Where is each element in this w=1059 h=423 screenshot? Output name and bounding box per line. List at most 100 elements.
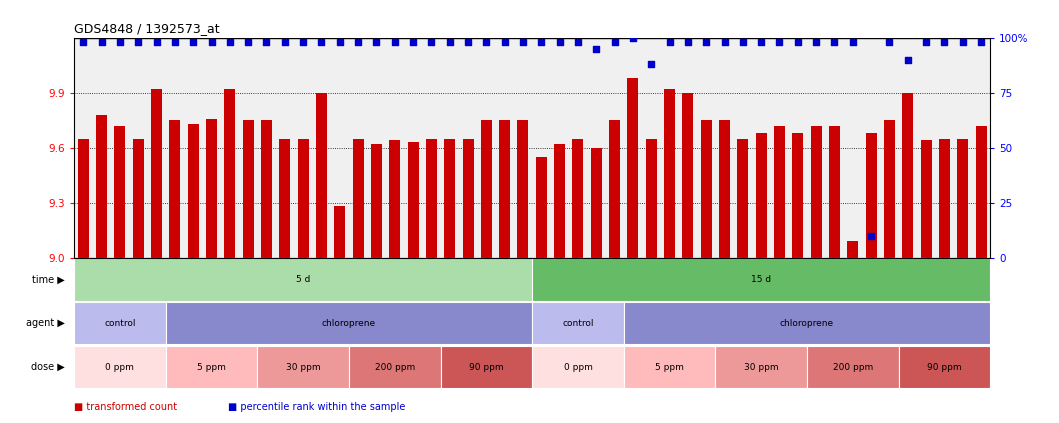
Bar	[74, 258, 533, 300]
Bar	[716, 346, 807, 388]
Point	[130, 39, 147, 46]
Point	[734, 39, 751, 46]
Point	[258, 39, 275, 46]
Bar	[441, 346, 533, 388]
Point	[936, 39, 953, 46]
Bar	[939, 139, 950, 258]
Bar	[151, 89, 162, 258]
Bar	[96, 115, 107, 258]
Bar	[829, 126, 840, 258]
Text: 5 d: 5 d	[295, 275, 310, 284]
Bar	[349, 346, 441, 388]
Bar	[865, 133, 877, 258]
Point	[331, 39, 348, 46]
Text: 0 ppm: 0 ppm	[106, 363, 134, 372]
Bar	[756, 133, 767, 258]
Bar	[884, 121, 895, 258]
Point	[899, 57, 916, 63]
Bar	[682, 93, 694, 258]
Point	[972, 39, 989, 46]
Point	[570, 39, 587, 46]
Point	[551, 39, 568, 46]
Bar	[408, 142, 418, 258]
Bar	[166, 346, 257, 388]
Bar	[132, 139, 144, 258]
Point	[367, 39, 384, 46]
Point	[203, 39, 220, 46]
Bar	[624, 346, 716, 388]
Point	[533, 39, 550, 46]
Bar	[207, 118, 217, 258]
Bar	[169, 121, 180, 258]
Text: 90 ppm: 90 ppm	[469, 363, 504, 372]
Point	[387, 39, 403, 46]
Text: 5 ppm: 5 ppm	[656, 363, 684, 372]
Bar	[74, 302, 166, 344]
Point	[917, 39, 934, 46]
Bar	[847, 241, 858, 258]
Point	[716, 39, 733, 46]
Text: 200 ppm: 200 ppm	[832, 363, 873, 372]
Bar	[792, 133, 804, 258]
Text: chloroprene: chloroprene	[779, 319, 834, 328]
Bar	[390, 140, 400, 258]
Bar	[499, 121, 510, 258]
Point	[497, 39, 514, 46]
Text: 15 d: 15 d	[751, 275, 771, 284]
Point	[661, 39, 678, 46]
Point	[239, 39, 256, 46]
Bar	[554, 144, 566, 258]
Text: 0 ppm: 0 ppm	[563, 363, 592, 372]
Bar	[807, 346, 899, 388]
Text: agent ▶: agent ▶	[26, 319, 65, 328]
Bar	[243, 121, 254, 258]
Point	[680, 39, 697, 46]
Bar	[426, 139, 437, 258]
Point	[423, 39, 439, 46]
Point	[111, 39, 128, 46]
Bar	[624, 302, 990, 344]
Point	[478, 39, 495, 46]
Bar	[114, 126, 125, 258]
Bar	[298, 139, 308, 258]
Text: ■ transformed count: ■ transformed count	[74, 402, 177, 412]
Point	[753, 39, 770, 46]
Point	[148, 39, 165, 46]
Point	[844, 39, 861, 46]
Bar	[77, 139, 89, 258]
Bar	[591, 148, 602, 258]
Bar	[899, 346, 990, 388]
Bar	[74, 346, 166, 388]
Bar	[975, 126, 987, 258]
Point	[460, 39, 477, 46]
Text: chloroprene: chloroprene	[322, 319, 376, 328]
Bar	[353, 139, 363, 258]
Point	[184, 39, 201, 46]
Bar	[627, 78, 639, 258]
Bar	[280, 139, 290, 258]
Text: control: control	[104, 319, 136, 328]
Point	[789, 39, 806, 46]
Bar	[187, 124, 199, 258]
Bar	[646, 139, 657, 258]
Point	[93, 39, 110, 46]
Bar	[609, 121, 621, 258]
Bar	[463, 139, 473, 258]
Text: dose ▶: dose ▶	[31, 362, 65, 372]
Bar	[518, 121, 528, 258]
Text: control: control	[562, 319, 594, 328]
Text: 90 ppm: 90 ppm	[927, 363, 962, 372]
Point	[881, 39, 898, 46]
Point	[954, 39, 971, 46]
Point	[771, 39, 788, 46]
Bar	[166, 302, 533, 344]
Bar	[573, 139, 584, 258]
Text: 200 ppm: 200 ppm	[375, 363, 415, 372]
Bar	[737, 139, 749, 258]
Bar	[664, 89, 675, 258]
Text: time ▶: time ▶	[32, 275, 65, 284]
Point	[294, 39, 311, 46]
Bar	[920, 140, 932, 258]
Point	[166, 39, 183, 46]
Bar	[481, 121, 491, 258]
